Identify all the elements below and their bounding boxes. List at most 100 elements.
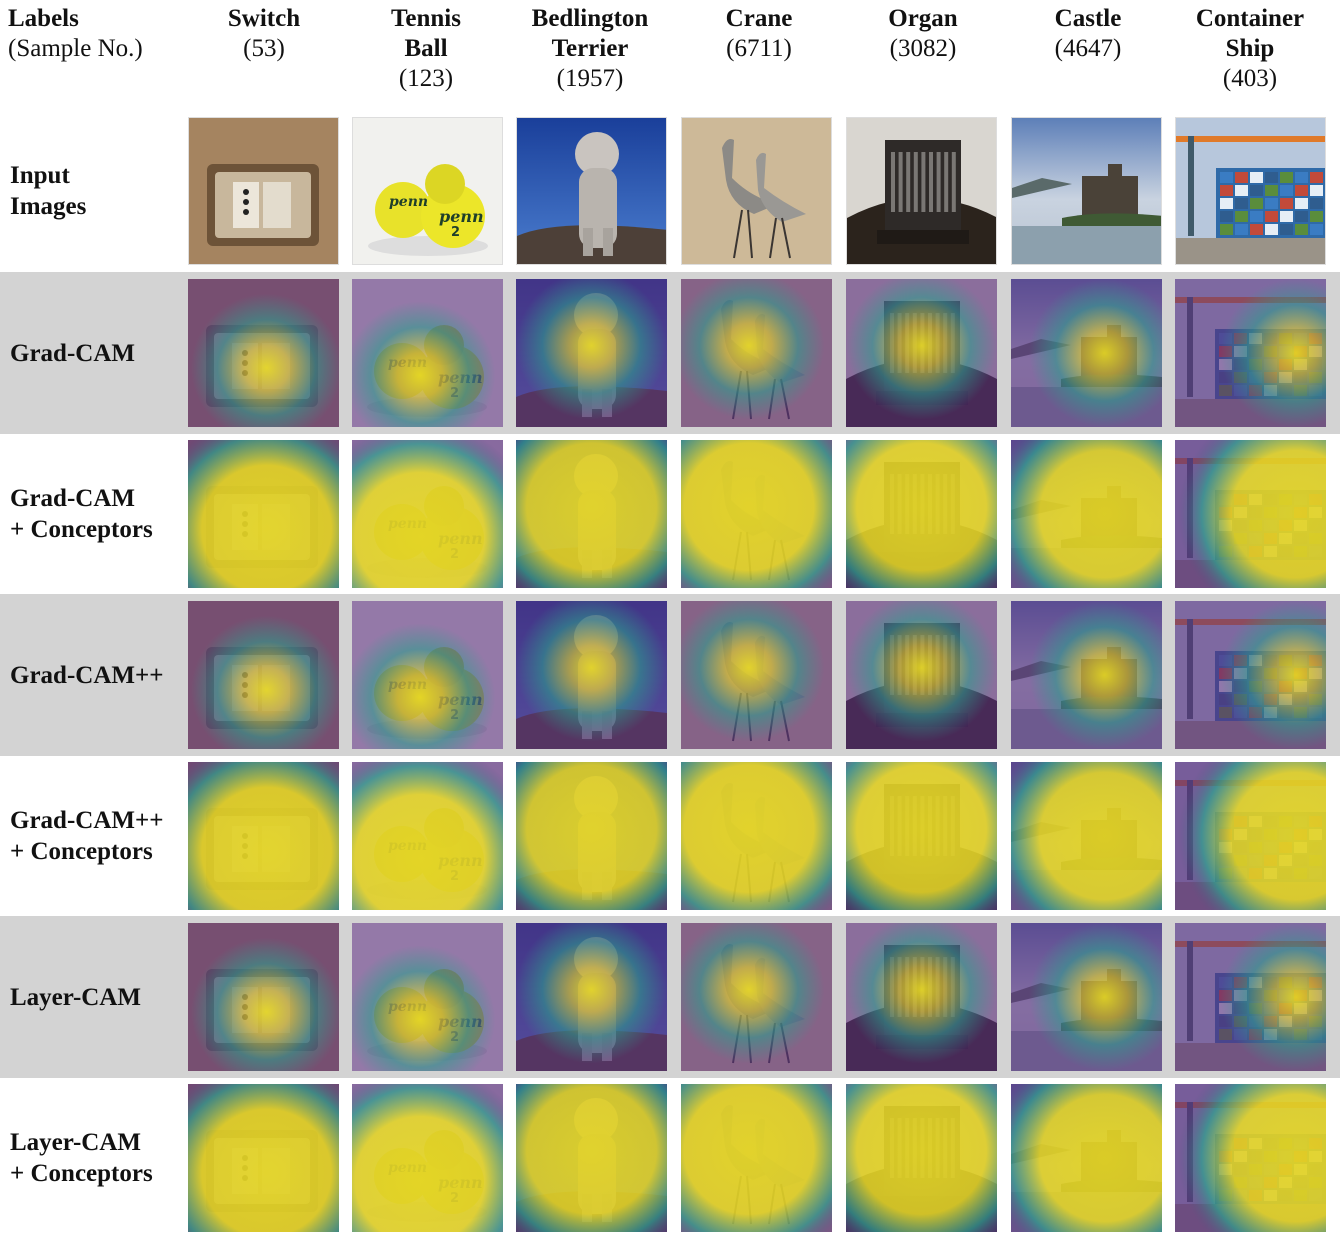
heatmap-image	[516, 762, 667, 910]
input-photo	[189, 118, 338, 264]
input-image: penn penn 2	[352, 117, 503, 265]
column-header: Tennis Ball (123)	[361, 4, 491, 94]
saliency-overlay	[188, 762, 339, 910]
saliency-overlay	[516, 1084, 667, 1232]
row-label: Layer-CAM + Conceptors	[10, 1127, 153, 1189]
class-name: Bedlington	[531, 5, 649, 32]
input-image	[681, 117, 832, 265]
saliency-overlay	[1175, 279, 1326, 427]
sample-number: (123)	[398, 65, 454, 92]
input-image	[846, 117, 997, 265]
input-image	[188, 117, 339, 265]
saliency-overlay	[1175, 1084, 1326, 1232]
row-label-line: Layer-CAM	[10, 1129, 141, 1156]
saliency-overlay	[188, 440, 339, 588]
heatmap-image	[846, 762, 997, 910]
saliency-overlay	[846, 923, 997, 1071]
heatmap-image	[1175, 279, 1326, 427]
row-label: Grad-CAM	[10, 338, 135, 369]
heatmap-image	[188, 762, 339, 910]
saliency-overlay	[516, 440, 667, 588]
saliency-overlay	[681, 923, 832, 1071]
sample-number: (3082)	[889, 35, 957, 62]
heatmap-image	[516, 1084, 667, 1232]
heatmap-image	[846, 601, 997, 749]
row-label: Grad-CAM + Conceptors	[10, 483, 153, 545]
input-photo	[1176, 118, 1325, 264]
heatmap-image	[1175, 601, 1326, 749]
input-image	[1175, 117, 1326, 265]
sample-number: (53)	[243, 35, 285, 62]
row-label-line: Grad-CAM	[10, 485, 135, 512]
saliency-overlay	[1175, 440, 1326, 588]
heatmap-image	[188, 1084, 339, 1232]
saliency-overlay	[1011, 923, 1162, 1071]
saliency-overlay	[1175, 601, 1326, 749]
heatmap-image	[516, 601, 667, 749]
heatmap-image	[1175, 923, 1326, 1071]
saliency-overlay	[188, 923, 339, 1071]
input-image	[1011, 117, 1162, 265]
row-label-line: Grad-CAM	[10, 339, 135, 367]
heatmap-image	[681, 279, 832, 427]
row-label: Grad-CAM++	[10, 660, 163, 691]
saliency-overlay	[188, 1084, 339, 1232]
labels-heading: Labels	[8, 5, 79, 32]
saliency-overlay	[1011, 279, 1162, 427]
heatmap-image	[681, 440, 832, 588]
saliency-overlay	[846, 440, 997, 588]
saliency-overlay	[516, 923, 667, 1071]
row-label-line: + Conceptors	[10, 838, 153, 865]
sample-no-heading: (Sample No.)	[8, 35, 143, 62]
column-header: Organ (3082)	[858, 4, 988, 64]
saliency-overlay	[1175, 923, 1326, 1071]
row-label-line: + Conceptors	[10, 1160, 153, 1187]
column-header: Bedlington Terrier (1957)	[510, 4, 670, 94]
column-header: Container Ship (403)	[1175, 4, 1325, 94]
row-label-line: Layer-CAM	[10, 983, 141, 1011]
heatmap-image	[681, 1084, 832, 1232]
class-name: Switch	[227, 5, 301, 32]
figure-row: Input Images penn penn 2	[0, 110, 1340, 272]
saliency-overlay	[846, 279, 997, 427]
heatmap-image	[1011, 279, 1162, 427]
saliency-overlay	[1011, 440, 1162, 588]
heatmap-image	[846, 279, 997, 427]
class-name: Tennis	[391, 5, 461, 32]
heatmap-image	[1011, 923, 1162, 1071]
class-name: Terrier	[551, 35, 629, 62]
heatmap-image	[188, 279, 339, 427]
heatmap-image	[1011, 1084, 1162, 1232]
class-name: Ship	[1225, 35, 1275, 62]
tennis-ball-brand: penn	[389, 194, 428, 210]
input-photo	[517, 118, 666, 264]
class-name: Ball	[404, 35, 448, 62]
heatmap-image	[188, 923, 339, 1071]
saliency-overlay	[1175, 762, 1326, 910]
heatmap-image	[846, 440, 997, 588]
class-name: Crane	[725, 5, 793, 32]
tennis-ball-number: 2	[451, 225, 460, 240]
class-name: Container	[1195, 5, 1305, 32]
row-label-line: Grad-CAM++	[10, 661, 164, 689]
saliency-overlay	[681, 601, 832, 749]
saliency-overlay	[1011, 762, 1162, 910]
sample-number: (6711)	[726, 35, 792, 62]
heatmap-image	[681, 923, 832, 1071]
heatmap-image	[681, 762, 832, 910]
row-label: Layer-CAM	[10, 982, 141, 1013]
input-photo	[847, 118, 996, 264]
